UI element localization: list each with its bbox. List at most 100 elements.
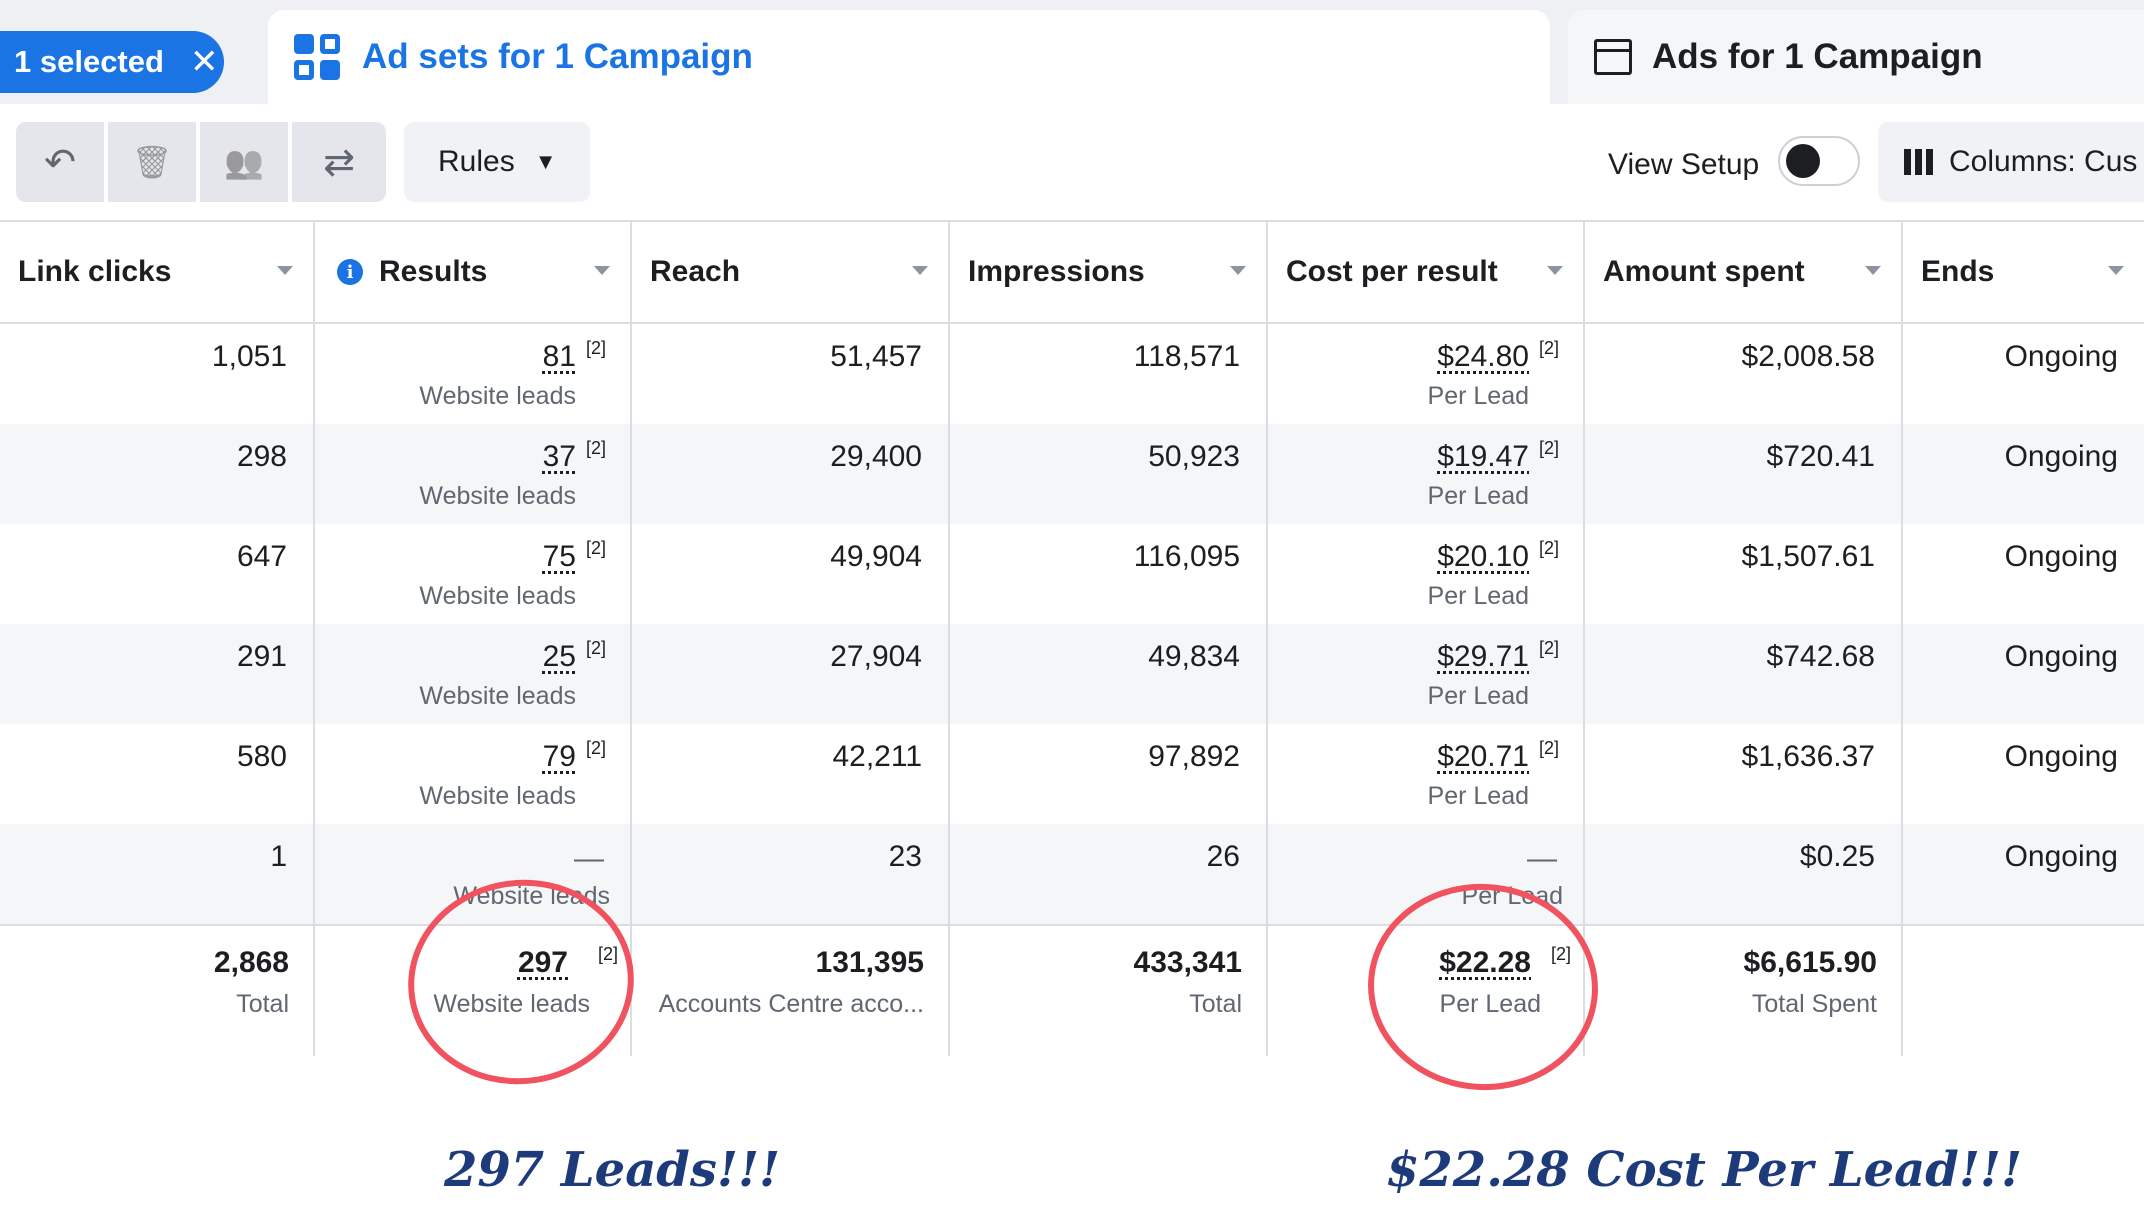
selected-count-pill[interactable]: 1 selected ✕ bbox=[0, 31, 224, 93]
toggle-knob bbox=[1786, 144, 1820, 178]
cell-amount-spent: $2,008.58 bbox=[1585, 324, 1903, 424]
reach-value: 42,211 bbox=[832, 740, 922, 773]
results-value[interactable]: 81 bbox=[542, 340, 576, 373]
tab-ads[interactable]: Ads for 1 Campaign bbox=[1568, 10, 2144, 104]
sort-caret-icon[interactable] bbox=[1865, 266, 1881, 275]
header-cost-per-result[interactable]: Cost per result bbox=[1268, 222, 1585, 322]
table-row[interactable]: 647 75 [2] Website leads 49,904 116,095 $20.10… bbox=[0, 524, 2144, 624]
table-row[interactable]: 291 25 [2] Website leads 27,904 49,834 $29.71 [… bbox=[0, 624, 2144, 724]
cell-ends: Ongoing bbox=[1903, 824, 2144, 924]
cell-impressions: 118,571 bbox=[950, 324, 1268, 424]
cpr-footnote: [2] bbox=[1538, 638, 1559, 658]
cell-reach: 27,904 bbox=[632, 624, 950, 724]
cpr-value[interactable]: $20.71 bbox=[1437, 740, 1529, 773]
amount-spent-value: $1,507.61 bbox=[1741, 540, 1875, 573]
header-reach[interactable]: Reach bbox=[632, 222, 950, 322]
cell-impressions: 50,923 bbox=[950, 424, 1268, 524]
cell-cost-per-result: $24.80 [2] Per Lead bbox=[1268, 324, 1585, 424]
cpr-footnote: [2] bbox=[1538, 438, 1559, 458]
view-setup-toggle[interactable] bbox=[1778, 136, 1860, 186]
cell-cost-per-result: $19.47 [2] Per Lead bbox=[1268, 424, 1585, 524]
results-footnote: [2] bbox=[585, 638, 606, 658]
sort-caret-icon[interactable] bbox=[277, 266, 293, 275]
sort-caret-icon[interactable] bbox=[1547, 266, 1563, 275]
selection-area: 1 selected ✕ bbox=[0, 12, 250, 104]
audience-button[interactable]: 👥 bbox=[200, 122, 288, 202]
impressions-value: 118,571 bbox=[1133, 340, 1240, 373]
cell-results: — Website leads bbox=[315, 824, 632, 924]
results-footnote: [2] bbox=[585, 538, 606, 558]
cell-amount-spent: $720.41 bbox=[1585, 424, 1903, 524]
cell-reach: 29,400 bbox=[632, 424, 950, 524]
cell-results: 79 [2] Website leads bbox=[315, 724, 632, 824]
table-row[interactable]: 298 37 [2] Website leads 29,400 50,923 $19.47 [… bbox=[0, 424, 2144, 524]
cpr-value[interactable]: $20.10 bbox=[1437, 540, 1529, 573]
swap-icon: ⇄ bbox=[323, 141, 355, 184]
impressions-value: 116,095 bbox=[1133, 540, 1240, 573]
columns-dropdown[interactable]: Columns: Cus bbox=[1878, 122, 2144, 202]
clear-selection-icon[interactable]: ✕ bbox=[189, 43, 219, 81]
cpr-value[interactable]: $19.47 bbox=[1437, 440, 1529, 473]
cell-link-clicks: 1,051 bbox=[0, 324, 315, 424]
selected-count-label: 1 selected bbox=[14, 44, 164, 79]
sort-caret-icon[interactable] bbox=[1230, 266, 1246, 275]
tab-ad-sets[interactable]: Ad sets for 1 Campaign bbox=[268, 10, 1550, 104]
cell-impressions: 116,095 bbox=[950, 524, 1268, 624]
cell-ends: Ongoing bbox=[1903, 624, 2144, 724]
total-results-value[interactable]: 297 bbox=[517, 946, 568, 979]
ab-test-button[interactable]: ⇄ bbox=[292, 122, 386, 202]
table-row[interactable]: 1,051 81 [2] Website leads 51,457 118,571 $24.… bbox=[0, 324, 2144, 424]
rules-label: Rules bbox=[438, 145, 515, 178]
header-ends[interactable]: Ends bbox=[1903, 222, 2144, 322]
table-row[interactable]: 580 79 [2] Website leads 42,211 97,892 $20.71 [… bbox=[0, 724, 2144, 824]
header-results[interactable]: i Results bbox=[315, 222, 632, 322]
header-label: Reach bbox=[650, 255, 741, 288]
header-label: Cost per result bbox=[1286, 255, 1498, 288]
header-amount-spent[interactable]: Amount spent bbox=[1585, 222, 1903, 322]
impressions-value: 97,892 bbox=[1148, 740, 1240, 773]
link-clicks-value: 1 bbox=[270, 840, 287, 873]
ends-value: Ongoing bbox=[2004, 440, 2118, 473]
cell-cost-per-result: $20.71 [2] Per Lead bbox=[1268, 724, 1585, 824]
rules-dropdown[interactable]: Rules ▼ bbox=[404, 122, 590, 202]
results-footnote: [2] bbox=[585, 738, 606, 758]
table-header: Link clicks i Results Reach Impressions C… bbox=[0, 220, 2144, 324]
cell-ends: Ongoing bbox=[1903, 324, 2144, 424]
link-clicks-value: 1,051 bbox=[211, 340, 287, 373]
results-value[interactable]: 25 bbox=[542, 640, 576, 673]
link-clicks-value: 580 bbox=[236, 740, 287, 773]
total-reach-caption: Accounts Centre acco... bbox=[658, 990, 924, 1018]
tab-bar: 1 selected ✕ Ad sets for 1 Campaign Ads … bbox=[0, 0, 2144, 104]
ends-value: Ongoing bbox=[2004, 740, 2118, 773]
cell-reach: 49,904 bbox=[632, 524, 950, 624]
cell-amount-spent: $742.68 bbox=[1585, 624, 1903, 724]
cpr-value[interactable]: $24.80 bbox=[1437, 340, 1529, 373]
header-link-clicks[interactable]: Link clicks bbox=[0, 222, 315, 322]
ends-value: Ongoing bbox=[2004, 340, 2118, 373]
reach-value: 23 bbox=[888, 840, 922, 873]
results-value[interactable]: 75 bbox=[542, 540, 576, 573]
total-cpr-value[interactable]: $22.28 bbox=[1439, 946, 1531, 979]
total-link-clicks-caption: Total bbox=[236, 990, 289, 1018]
undo-button[interactable]: ↶ bbox=[16, 122, 104, 202]
info-icon[interactable]: i bbox=[337, 259, 363, 285]
total-cpr-footnote: [2] bbox=[1550, 944, 1571, 964]
people-icon: 👥 bbox=[224, 144, 264, 180]
total-reach: 131,395 Accounts Centre acco... bbox=[632, 926, 950, 1056]
cpr-value[interactable]: $29.71 bbox=[1437, 640, 1529, 673]
cell-link-clicks: 1 bbox=[0, 824, 315, 924]
results-value[interactable]: 79 bbox=[542, 740, 576, 773]
results-value: — bbox=[574, 842, 604, 875]
cell-reach: 51,457 bbox=[632, 324, 950, 424]
sort-caret-icon[interactable] bbox=[594, 266, 610, 275]
results-value[interactable]: 37 bbox=[542, 440, 576, 473]
cpr-caption: Per Lead bbox=[1427, 782, 1529, 810]
header-impressions[interactable]: Impressions bbox=[950, 222, 1268, 322]
table-row[interactable]: 1 — Website leads 23 26 — Per Lead $0.25 Ongoing bbox=[0, 824, 2144, 924]
sort-caret-icon[interactable] bbox=[2108, 266, 2124, 275]
delete-button[interactable]: 🗑 bbox=[108, 122, 196, 202]
sort-caret-icon[interactable] bbox=[912, 266, 928, 275]
total-reach-value: 131,395 bbox=[815, 946, 924, 979]
total-impressions-value: 433,341 bbox=[1133, 946, 1242, 979]
leads-annotation: 297 Leads!!! bbox=[444, 1142, 781, 1198]
